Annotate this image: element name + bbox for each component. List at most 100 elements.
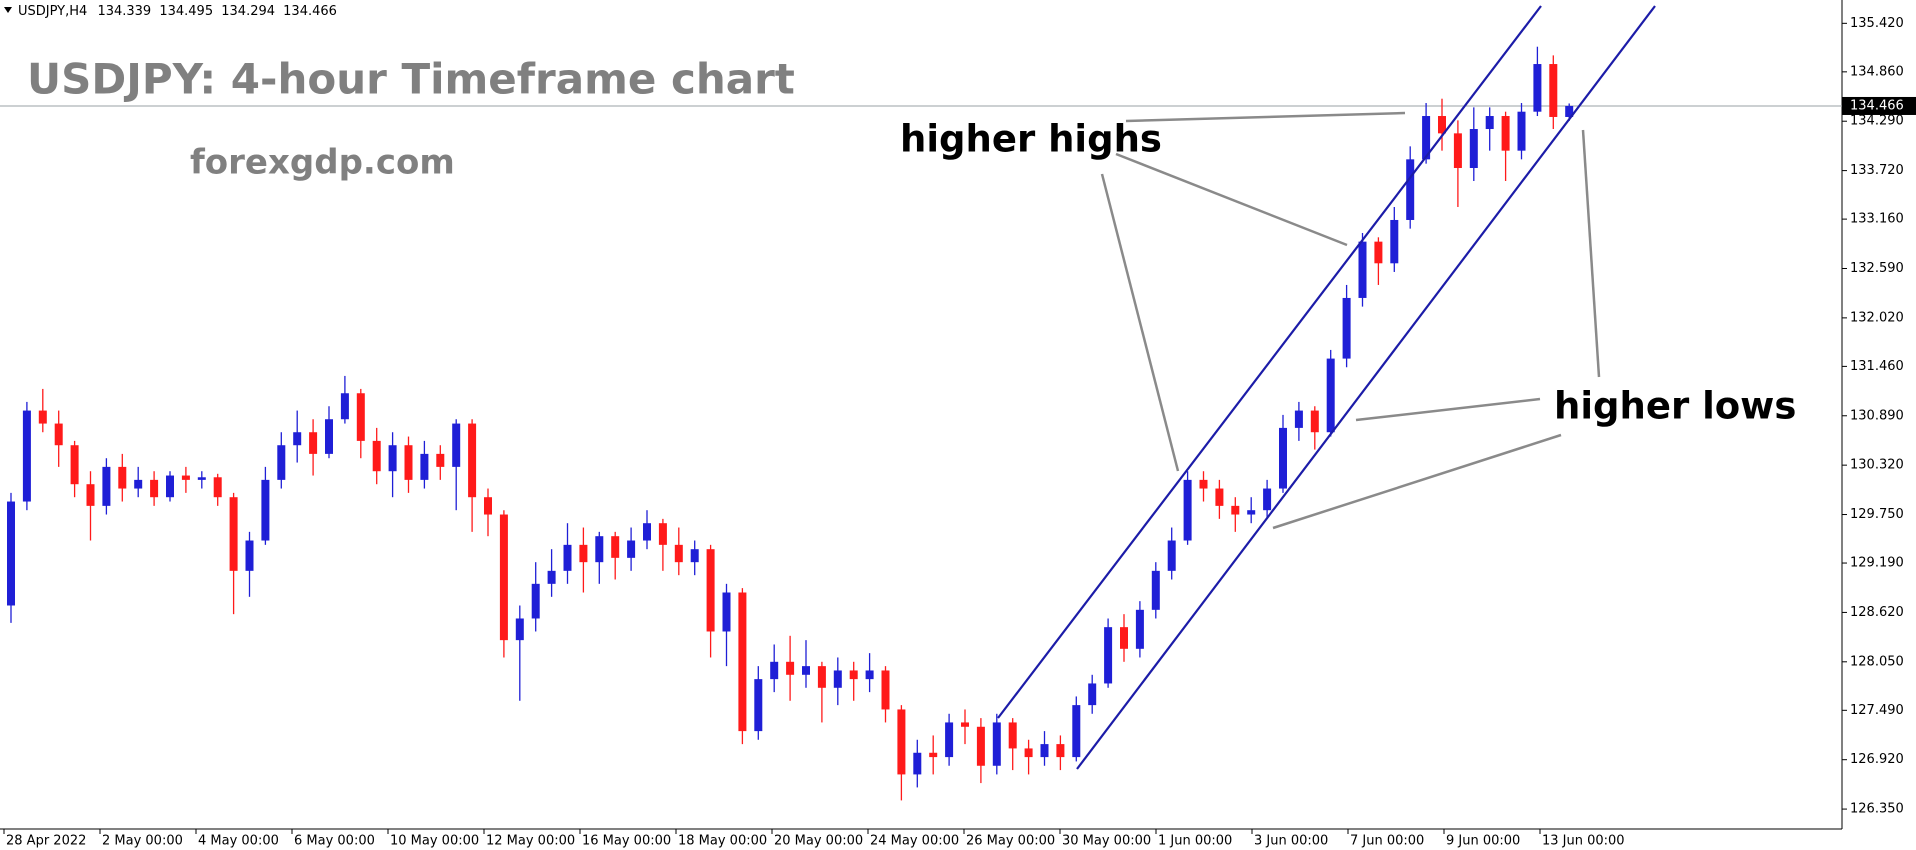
candle-body (181, 475, 190, 480)
candle-body (1501, 116, 1510, 151)
y-tick-label: 132.020 (1850, 310, 1904, 325)
candle-body (897, 709, 906, 775)
candle-body (913, 752, 922, 775)
candle-body (1088, 683, 1097, 706)
candle-body (420, 453, 429, 480)
candle-body (1406, 159, 1415, 220)
channel-upper (997, 5, 1542, 719)
y-tick-label: 131.460 (1850, 359, 1904, 374)
candle-body (309, 432, 318, 454)
candle-body (722, 592, 731, 632)
annotation: higher highs (900, 118, 1162, 161)
candles (7, 46, 1574, 801)
candle-body (674, 544, 683, 563)
y-tick-label: 129.750 (1850, 507, 1904, 522)
candle-body (945, 722, 954, 758)
candle-body (1390, 219, 1399, 264)
price-label-box (1842, 96, 1916, 115)
candle-body (611, 536, 620, 558)
x-tick-label: 2 May 00:00 (102, 834, 183, 849)
candle-body (563, 544, 572, 571)
x-tick-label: 26 May 00:00 (966, 834, 1055, 849)
candle-body (1453, 133, 1462, 169)
candle-body (1247, 510, 1256, 515)
pointer (1355, 397, 1541, 422)
candle-body (1183, 479, 1192, 541)
candle-body (658, 523, 667, 545)
y-tick-label: 127.490 (1850, 703, 1904, 718)
candle-body (468, 423, 477, 498)
candle-body (1024, 748, 1033, 758)
candle-body (1549, 64, 1558, 117)
pointer (1115, 152, 1348, 247)
x-tick-label: 12 May 00:00 (486, 834, 575, 849)
y-tick-label: 134.290 (1850, 114, 1904, 129)
candle-body (436, 453, 445, 467)
candle-body (1104, 627, 1113, 684)
open: 134.339 (97, 4, 151, 19)
candle-body (627, 540, 636, 558)
candle-body (929, 752, 938, 758)
candle-body (1215, 488, 1224, 506)
candle-body (1326, 358, 1335, 433)
candle-body (229, 497, 238, 571)
annotation: higher lows (1554, 385, 1796, 428)
candle-body (484, 497, 492, 515)
x-tick-label: 9 Jun 00:00 (1446, 834, 1520, 849)
header: USDJPY,H4 134.339 134.495 134.294 134.46… (18, 4, 337, 19)
candle-body (1310, 410, 1319, 433)
candle-body (1358, 241, 1367, 298)
pointer (1272, 433, 1562, 530)
candle-body (118, 466, 127, 489)
candle-body (293, 432, 302, 446)
x-tick-label: 20 May 00:00 (774, 834, 863, 849)
candle-body (213, 477, 222, 498)
candle-body (38, 410, 47, 424)
channel (997, 5, 1656, 770)
x-tick-label: 13 Jun 00:00 (1542, 834, 1625, 849)
y-tick-label: 133.720 (1850, 163, 1904, 178)
candle-body (134, 479, 143, 489)
candle-body (1294, 410, 1303, 428)
x-tick-label: 7 Jun 00:00 (1350, 834, 1424, 849)
candle-body (579, 544, 588, 563)
candle-body (197, 477, 206, 480)
candle-body (1040, 744, 1049, 758)
x-tick-label: 24 May 00:00 (870, 834, 959, 849)
y-tick-label: 134.860 (1850, 64, 1904, 79)
candle-body (1342, 297, 1351, 359)
candle-body (881, 670, 890, 710)
candle-body (388, 445, 397, 472)
high: 134.495 (159, 4, 213, 19)
low: 134.294 (221, 4, 275, 19)
y-tick-label: 132.590 (1850, 261, 1904, 276)
candle-body (1279, 427, 1287, 489)
x-tick-label: 10 May 00:00 (390, 834, 479, 849)
candle-body (452, 423, 461, 467)
candle-body (150, 479, 159, 498)
candle-body (1438, 116, 1446, 134)
candle-body (1517, 111, 1526, 151)
price-label: 134.466 (1850, 98, 1904, 113)
candle-body (1167, 540, 1176, 571)
y-tick-label: 133.160 (1850, 212, 1904, 227)
candle-body (340, 393, 349, 420)
pointer (1125, 111, 1406, 123)
x-tick-label: 28 Apr 2022 (6, 834, 86, 849)
channel-lower (1076, 5, 1656, 770)
candle-body (1151, 570, 1160, 610)
x-tick-label: 3 Jun 00:00 (1254, 834, 1328, 849)
candle-body (1231, 505, 1240, 515)
header-arrow (4, 7, 12, 13)
pointers (1100, 111, 1601, 530)
x-tick-label: 18 May 00:00 (678, 834, 767, 849)
y-tick-label: 130.320 (1850, 458, 1904, 473)
candle-body (547, 570, 556, 584)
candle-body (325, 419, 333, 454)
x-tick-label: 30 May 00:00 (1062, 834, 1151, 849)
candle-body (786, 661, 795, 675)
candle-body (404, 445, 413, 480)
